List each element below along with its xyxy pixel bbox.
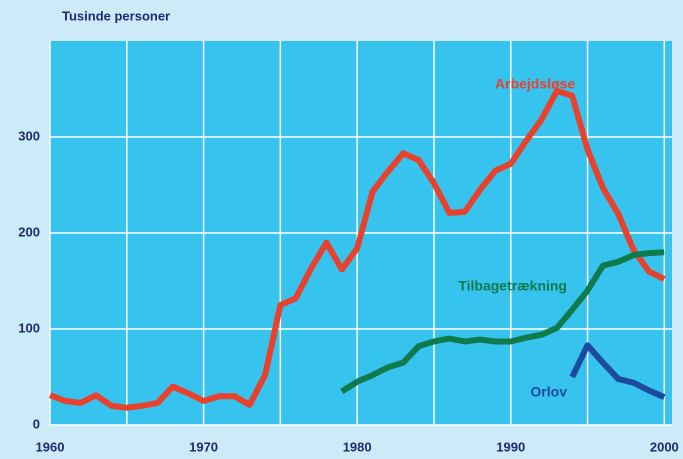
y-tick-label: 100 [18,320,40,335]
x-tick-label: 1990 [496,439,525,454]
x-tick-label: 1970 [189,439,218,454]
series-label: Tilbagetrækning [458,278,567,294]
y-tick-label: 300 [18,128,40,143]
y-tick-label: 200 [18,224,40,239]
series-label: Orlov [530,384,567,400]
line [340,249,665,394]
x-tick-label: 1980 [343,439,372,454]
line [48,87,666,411]
x-tick-label: 1960 [36,439,65,454]
x-tick-label: 2000 [650,439,679,454]
y-tick-label: 0 [33,416,40,431]
line [569,342,666,400]
chart-title: Tusinde personer [62,8,170,23]
series-label: Arbejdsløse [495,76,575,92]
